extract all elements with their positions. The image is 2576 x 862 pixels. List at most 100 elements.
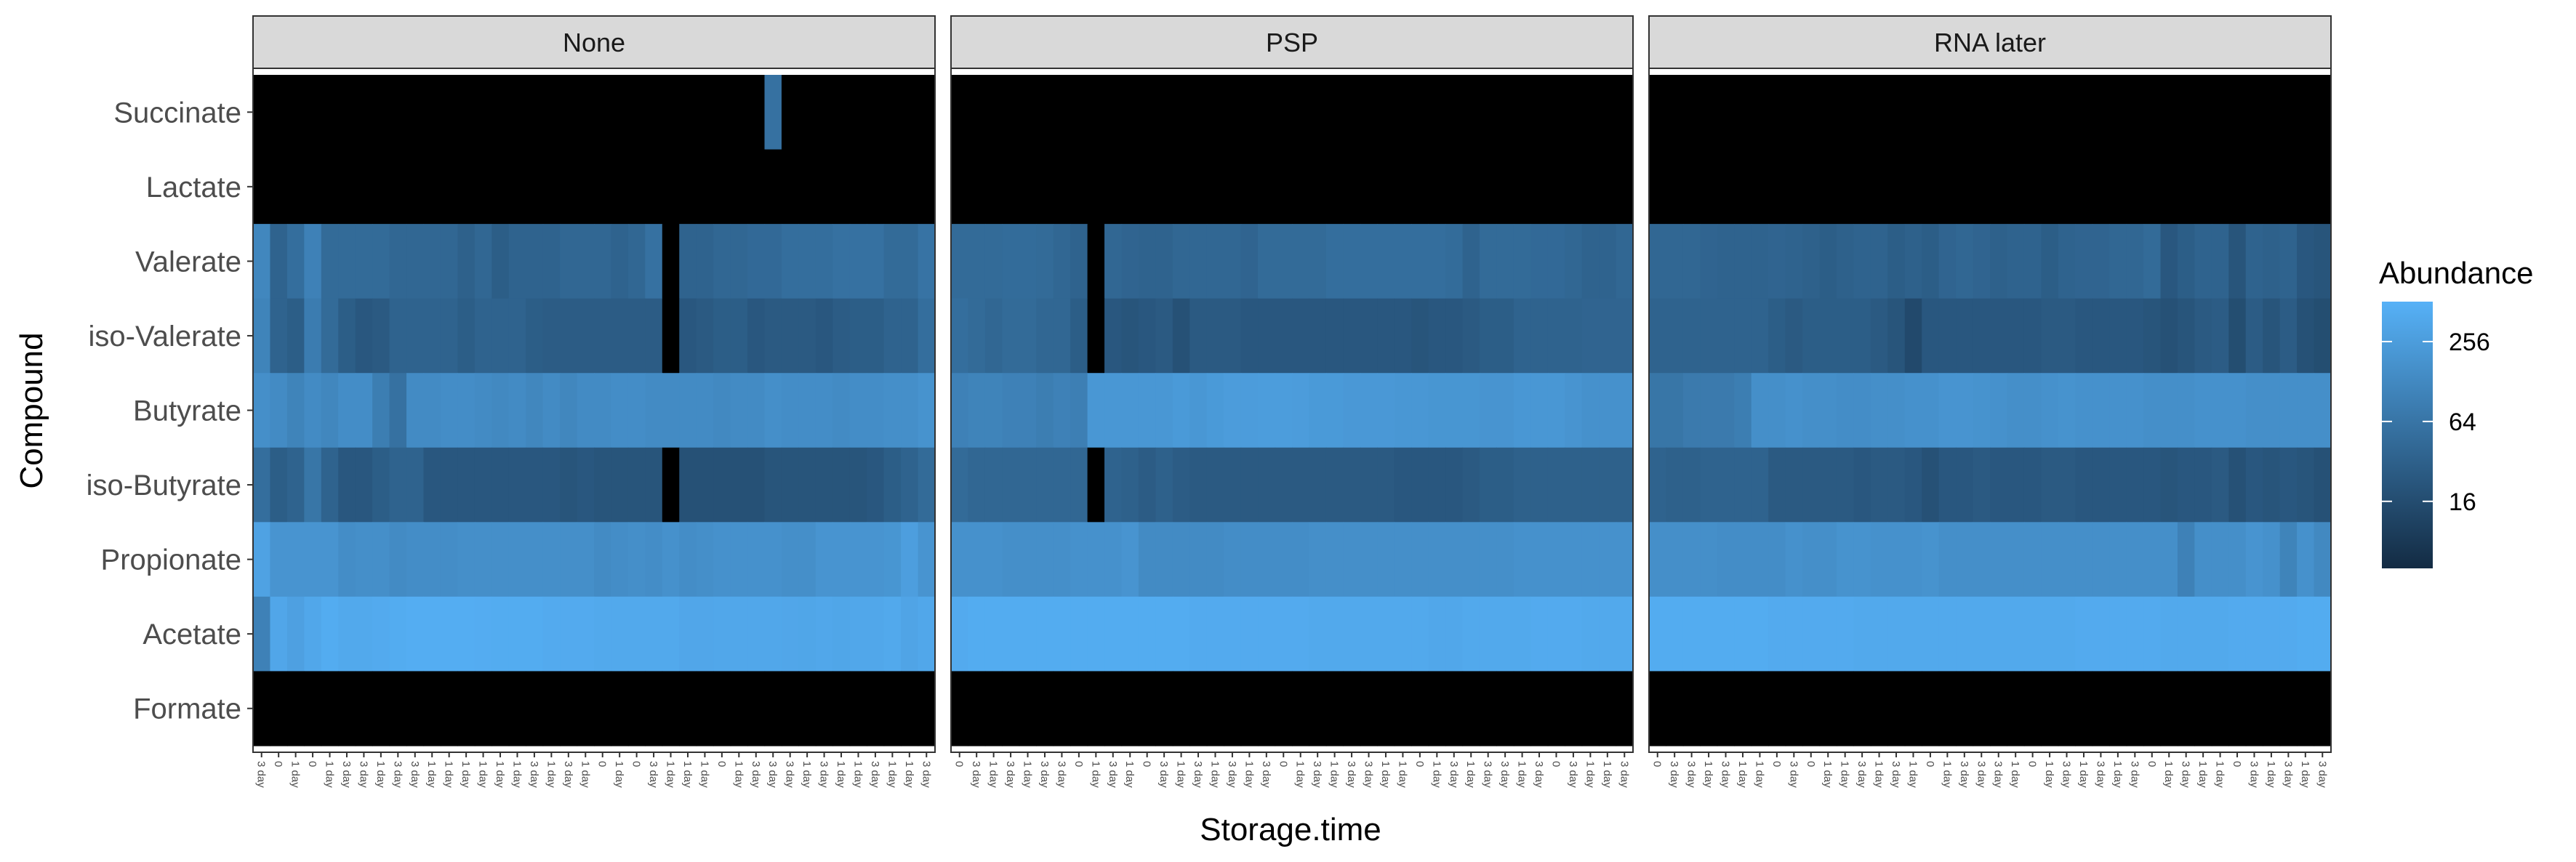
heatmap-cell (2263, 373, 2281, 448)
x-tick-label: 0 (1072, 761, 1085, 767)
heatmap-cell (1206, 75, 1224, 150)
heatmap-cell (1479, 596, 1497, 672)
heatmap-cell (645, 671, 663, 746)
heatmap-cell (1496, 149, 1514, 225)
heatmap-cell (2177, 75, 2195, 150)
heatmap-cell (1616, 447, 1634, 523)
heatmap-cell (730, 298, 748, 374)
heatmap-cell (1087, 447, 1105, 523)
heatmap-cell (1904, 149, 1922, 225)
heatmap-cell (1309, 224, 1327, 299)
heatmap-cell (747, 671, 766, 746)
heatmap-cell (832, 75, 851, 150)
heatmap-cell (560, 373, 578, 448)
heatmap-cell (1599, 671, 1617, 746)
heatmap-cell (1616, 149, 1634, 225)
heatmap-cell (1002, 373, 1020, 448)
heatmap-cell (1700, 373, 1718, 448)
heatmap-cell (423, 447, 441, 523)
heatmap-cell (2007, 522, 2025, 597)
heatmap-cell (1325, 298, 1344, 374)
heatmap-cell (1445, 447, 1464, 523)
heatmap-cell (832, 596, 851, 672)
heatmap-cell (798, 224, 816, 299)
heatmap-cell (1649, 75, 1667, 150)
x-tick-label: 1 day (1736, 761, 1749, 788)
heatmap-cell (2263, 671, 2281, 746)
heatmap-cell (1768, 447, 1786, 523)
heatmap-cell (815, 75, 833, 150)
heatmap-cell (1309, 447, 1327, 523)
heatmap-cell (1682, 298, 1701, 374)
heatmap-cell (1666, 447, 1684, 523)
heatmap-cell (423, 671, 441, 746)
heatmap-cell (1649, 373, 1667, 448)
heatmap-cell (1325, 447, 1344, 523)
heatmap-cell (1853, 671, 1871, 746)
heatmap-cell (1240, 298, 1259, 374)
heatmap-cell (611, 224, 629, 299)
heatmap-cell (1599, 298, 1617, 374)
heatmap-cell (2092, 373, 2110, 448)
x-tick-label: 1 day (2162, 761, 2175, 788)
heatmap-cell (867, 522, 885, 597)
heatmap-cell (1360, 447, 1378, 523)
heatmap-cell (270, 671, 288, 746)
x-tick-label: 3 day (784, 761, 796, 788)
heatmap-cell (474, 149, 492, 225)
x-axis-title: Storage.time (1200, 812, 1381, 847)
x-tick-label: 0 (1805, 761, 1817, 767)
heatmap-cell (2075, 149, 2093, 225)
heatmap-cell (423, 596, 441, 672)
heatmap-cell (867, 596, 885, 672)
heatmap-cell (713, 671, 731, 746)
heatmap-cell (815, 149, 833, 225)
heatmap-cell (526, 671, 544, 746)
heatmap-cell (1870, 75, 1888, 150)
heatmap-cell (2041, 447, 2059, 523)
heatmap-cell (781, 596, 799, 672)
heatmap-cell (1428, 447, 1446, 523)
heatmap-cell (1036, 224, 1054, 299)
heatmap-cell (1275, 224, 1293, 299)
heatmap-cell (577, 298, 595, 374)
heatmap-cell (1428, 596, 1446, 672)
legend-tick-label: 256 (2449, 329, 2490, 356)
heatmap-cell (2075, 373, 2093, 448)
heatmap-cell (2194, 596, 2212, 672)
heatmap-cell (1053, 373, 1071, 448)
heatmap-cell (286, 75, 305, 150)
heatmap-cell (968, 75, 986, 150)
heatmap-cell (577, 149, 595, 225)
heatmap-cell (1956, 671, 1974, 746)
x-tick-label: 1 day (681, 761, 694, 788)
heatmap-cell (1343, 75, 1361, 150)
heatmap-cell (1240, 596, 1259, 672)
heatmap-cell (815, 224, 833, 299)
x-tick-label: 3 day (357, 761, 369, 788)
heatmap-cell (1581, 671, 1600, 746)
heatmap-cell (984, 671, 1003, 746)
heatmap-cell (1138, 522, 1156, 597)
heatmap-cell (1155, 447, 1173, 523)
heatmap-cell (1258, 224, 1276, 299)
heatmap-cell (798, 75, 816, 150)
heatmap-cell (1819, 224, 1837, 299)
x-tick-label: 0 (596, 761, 609, 767)
heatmap-cell (1666, 522, 1684, 597)
x-tick-label: 1 day (545, 761, 557, 788)
heatmap-cell (2023, 298, 2042, 374)
heatmap-cell (1189, 75, 1208, 150)
heatmap-cell (1275, 75, 1293, 150)
x-tick-label: 3 day (2094, 761, 2106, 788)
heatmap-cell (1240, 224, 1259, 299)
heatmap-cell (2228, 298, 2247, 374)
heatmap-cell (406, 671, 425, 746)
heatmap-cell (355, 75, 373, 150)
heatmap-cell (1513, 522, 1531, 597)
x-tick-label: 1 day (1907, 761, 1919, 788)
heatmap-cell (389, 522, 407, 597)
heatmap-cell (542, 596, 561, 672)
heatmap-cell (2279, 596, 2298, 672)
x-tick-label: 3 day (1192, 761, 1204, 788)
